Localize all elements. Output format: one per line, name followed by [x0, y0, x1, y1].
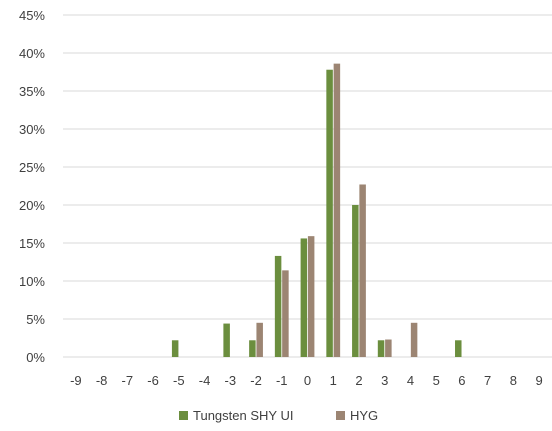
- x-axis-ticks: -9 -8 -7 -6 -5 -4 -3 -2 -1 0 1 2 3 4 5 6 7 8 9: [70, 373, 543, 388]
- bar-hyg-2: [359, 184, 366, 357]
- legend: Tungsten SHY UI HYG: [179, 408, 378, 423]
- x-tick-label: -5: [173, 373, 185, 388]
- x-tick-label: 7: [484, 373, 491, 388]
- bar-tungsten-shy-ui-0: [300, 238, 308, 357]
- x-tick-label: -3: [225, 373, 237, 388]
- bar-tungsten-shy-ui-3: [377, 340, 385, 357]
- x-tick-label: -9: [70, 373, 82, 388]
- bar-tungsten-shy-ui--3: [223, 323, 230, 357]
- x-tick-label: 6: [458, 373, 465, 388]
- x-tick-label: 4: [407, 373, 414, 388]
- y-tick-label: 45%: [19, 8, 45, 23]
- bar-hyg-3: [385, 339, 392, 357]
- y-tick-label: 35%: [19, 84, 45, 99]
- x-tick-label: 0: [304, 373, 311, 388]
- x-tick-label: 2: [355, 373, 362, 388]
- x-tick-label: -4: [199, 373, 211, 388]
- x-tick-label: 3: [381, 373, 388, 388]
- y-tick-label: 15%: [19, 236, 45, 251]
- y-tick-label: 5%: [26, 312, 45, 327]
- x-tick-label: 9: [536, 373, 543, 388]
- gridlines: [63, 14, 552, 358]
- bar-hyg--1: [282, 270, 289, 357]
- bar-hyg-4: [410, 322, 418, 357]
- bar-hyg-0: [307, 236, 315, 357]
- bar-tungsten-shy-ui-6: [455, 340, 462, 357]
- y-axis-ticks: 0% 5% 10% 15% 20% 25% 30% 35% 40% 45%: [19, 8, 45, 365]
- legend-label-tungsten-shy-ui: Tungsten SHY UI: [193, 408, 293, 423]
- y-tick-label: 0%: [26, 350, 45, 365]
- x-tick-label: -2: [250, 373, 262, 388]
- y-tick-label: 10%: [19, 274, 45, 289]
- x-tick-label: -6: [147, 373, 159, 388]
- x-tick-label: 8: [510, 373, 517, 388]
- bar-tungsten-shy-ui--5: [171, 340, 179, 357]
- bar-hyg-1: [333, 63, 341, 357]
- y-tick-label: 30%: [19, 122, 45, 137]
- x-tick-label: -7: [122, 373, 134, 388]
- y-tick-label: 20%: [19, 198, 45, 213]
- y-tick-label: 25%: [19, 160, 45, 175]
- bar-tungsten-shy-ui--2: [249, 340, 256, 357]
- bar-tungsten-shy-ui-1: [326, 69, 333, 357]
- legend-swatch-tungsten-shy-ui: [179, 411, 188, 420]
- bar-tungsten-shy-ui-2: [352, 205, 359, 357]
- legend-swatch-hyg: [336, 411, 345, 420]
- bar-tungsten-shy-ui--1: [274, 255, 282, 357]
- legend-label-hyg: HYG: [350, 408, 378, 423]
- bar-hyg--2: [256, 322, 263, 357]
- x-tick-label: 5: [433, 373, 440, 388]
- x-tick-label: -1: [276, 373, 288, 388]
- x-tick-label: -8: [96, 373, 108, 388]
- y-tick-label: 40%: [19, 46, 45, 61]
- x-tick-label: 1: [330, 373, 337, 388]
- bars: [171, 63, 462, 357]
